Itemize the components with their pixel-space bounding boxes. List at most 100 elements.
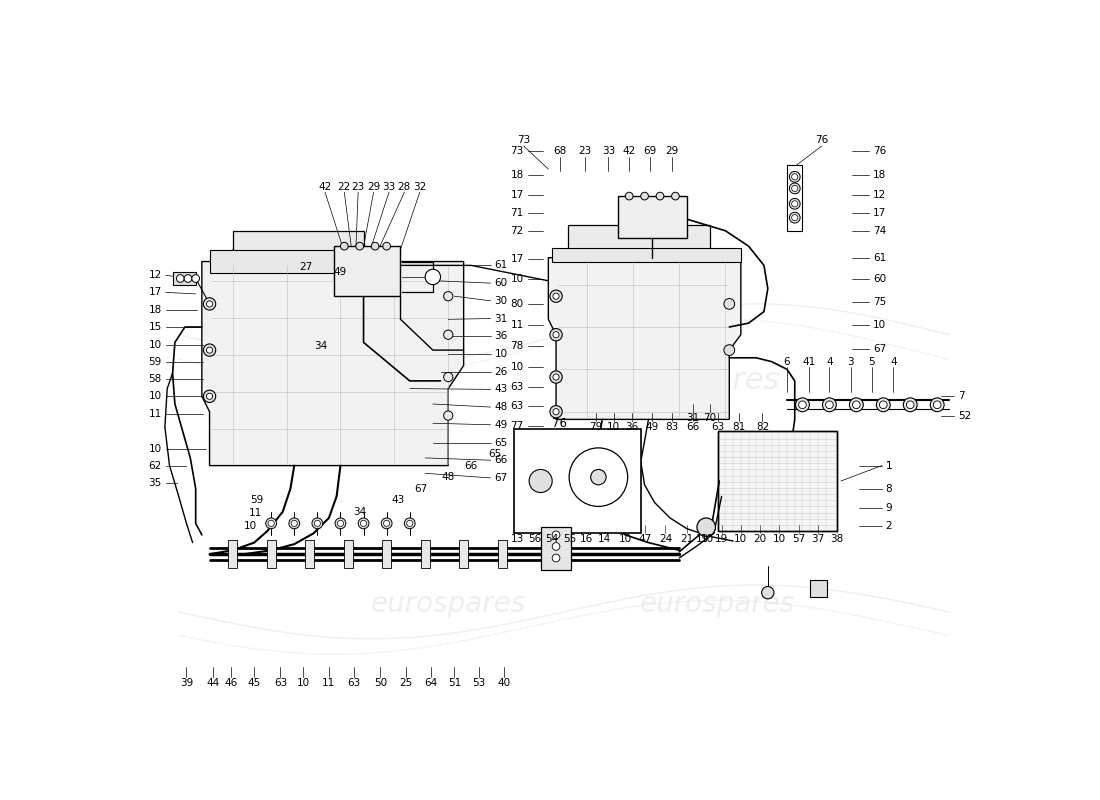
Text: 11: 11 [148, 409, 162, 419]
Bar [459, 540, 469, 568]
Circle shape [207, 394, 212, 399]
Text: 70: 70 [704, 413, 716, 423]
Circle shape [266, 518, 276, 529]
Text: 10: 10 [510, 274, 524, 284]
Text: 35: 35 [148, 478, 162, 488]
Circle shape [671, 192, 680, 200]
Text: 50: 50 [374, 678, 387, 688]
Text: 51: 51 [448, 678, 461, 688]
Text: 39: 39 [179, 678, 194, 688]
Text: 22: 22 [338, 182, 351, 192]
Text: 33: 33 [383, 182, 396, 192]
Bar [618, 196, 686, 238]
Circle shape [268, 520, 274, 526]
Text: 62: 62 [148, 461, 162, 470]
Text: 10: 10 [297, 678, 310, 688]
Text: 12: 12 [873, 190, 887, 199]
Circle shape [553, 374, 559, 380]
Circle shape [931, 398, 944, 412]
Circle shape [625, 192, 634, 200]
Circle shape [191, 274, 199, 282]
Bar [497, 540, 507, 568]
Text: 48: 48 [495, 402, 508, 412]
Circle shape [880, 401, 888, 409]
Text: 47: 47 [638, 534, 651, 544]
Circle shape [552, 531, 560, 538]
Text: eurospares: eurospares [224, 366, 395, 395]
Text: 61: 61 [495, 261, 508, 270]
Text: 54: 54 [546, 534, 559, 544]
Circle shape [933, 401, 942, 409]
Text: 10: 10 [244, 521, 257, 530]
Circle shape [361, 520, 366, 526]
Text: 10: 10 [148, 391, 162, 402]
Text: eurospares: eurospares [640, 590, 795, 618]
Circle shape [790, 183, 800, 194]
Text: 77: 77 [510, 421, 524, 430]
Text: 63: 63 [348, 678, 361, 688]
Circle shape [312, 518, 322, 529]
Bar [541, 527, 572, 570]
Circle shape [903, 398, 917, 412]
Text: 11: 11 [510, 321, 524, 330]
Circle shape [550, 371, 562, 383]
Circle shape [792, 201, 798, 207]
Text: 72: 72 [510, 226, 524, 236]
Text: 21: 21 [680, 534, 694, 544]
Text: 10: 10 [148, 444, 162, 454]
Text: 10: 10 [701, 534, 714, 544]
Circle shape [553, 332, 559, 338]
Circle shape [550, 406, 562, 418]
Circle shape [341, 242, 349, 250]
Text: 63: 63 [711, 422, 725, 432]
Bar [334, 246, 399, 296]
Text: 49: 49 [333, 266, 348, 277]
Text: 36: 36 [495, 331, 508, 342]
Text: 65: 65 [487, 449, 502, 459]
Text: 8: 8 [886, 484, 892, 494]
Circle shape [443, 373, 453, 382]
Text: 19: 19 [695, 534, 710, 544]
Text: 49: 49 [646, 422, 659, 432]
Text: 42: 42 [623, 146, 636, 157]
Circle shape [315, 520, 320, 526]
Text: 79: 79 [590, 422, 603, 432]
Bar [382, 540, 392, 568]
Circle shape [553, 409, 559, 414]
Text: 5: 5 [868, 357, 876, 366]
Circle shape [382, 518, 392, 529]
Text: 17: 17 [873, 208, 887, 218]
Circle shape [207, 347, 212, 353]
Text: 63: 63 [274, 678, 287, 688]
Text: 10: 10 [607, 422, 620, 432]
Circle shape [336, 518, 345, 529]
Text: 25: 25 [399, 678, 412, 688]
Text: 23: 23 [352, 182, 365, 192]
Bar [228, 540, 238, 568]
Bar [568, 226, 711, 258]
Circle shape [550, 329, 562, 341]
Text: 30: 30 [495, 296, 507, 306]
Circle shape [877, 398, 890, 412]
Text: 15: 15 [148, 322, 162, 332]
Circle shape [176, 274, 184, 282]
Text: 75: 75 [873, 298, 887, 307]
Circle shape [792, 174, 798, 180]
Text: 67: 67 [415, 484, 428, 494]
Text: 52: 52 [958, 410, 971, 421]
Circle shape [640, 192, 649, 200]
Circle shape [591, 470, 606, 485]
Bar [552, 249, 741, 262]
Text: 58: 58 [148, 374, 162, 384]
Circle shape [384, 520, 389, 526]
Text: 24: 24 [659, 534, 672, 544]
Circle shape [795, 398, 810, 412]
Text: 76: 76 [873, 146, 887, 157]
Text: 34: 34 [353, 507, 366, 517]
Text: 76: 76 [552, 417, 568, 430]
Text: 83: 83 [664, 422, 679, 432]
Text: 66: 66 [495, 455, 508, 466]
Circle shape [204, 390, 216, 402]
Text: 48: 48 [441, 472, 455, 482]
Bar [717, 431, 837, 531]
